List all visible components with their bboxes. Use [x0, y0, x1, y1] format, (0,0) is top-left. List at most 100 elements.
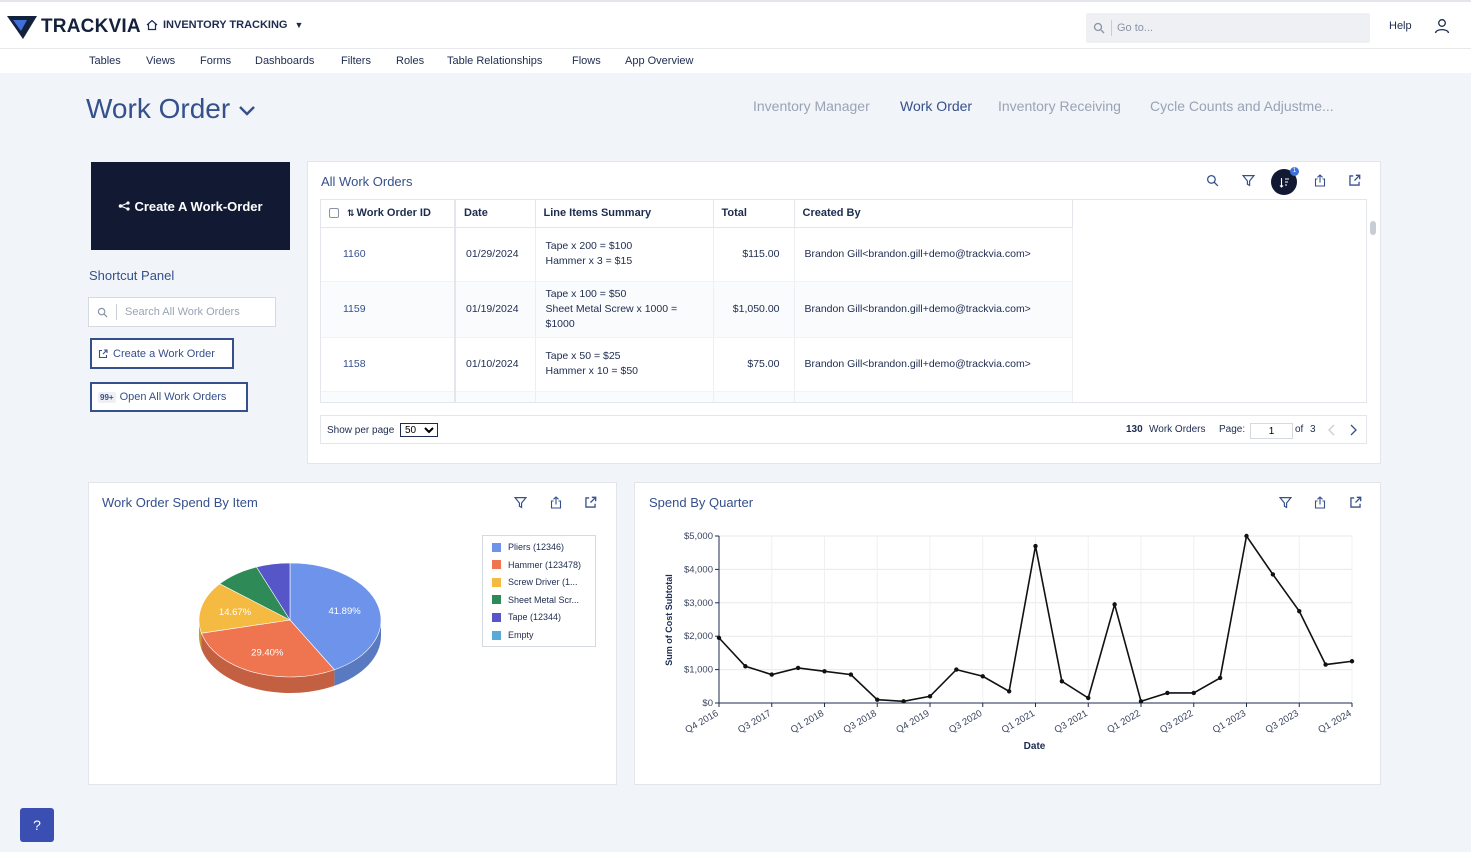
- nav-roles[interactable]: Roles: [396, 55, 425, 67]
- nav-dashboards[interactable]: Dashboards: [255, 55, 315, 67]
- x-tick-label: Q3 2022: [1158, 708, 1195, 736]
- data-point[interactable]: [848, 672, 854, 677]
- data-point[interactable]: [1349, 659, 1355, 664]
- col-created-by[interactable]: Created By: [794, 200, 1073, 228]
- nav-flows[interactable]: Flows: [572, 55, 601, 67]
- col-date[interactable]: Date: [455, 200, 536, 228]
- filter-icon[interactable]: [1242, 174, 1255, 187]
- nav-bar: Tables Views Forms Dashboards Filters Ro…: [0, 49, 1471, 73]
- data-point[interactable]: [1217, 675, 1223, 681]
- legend-swatch: [492, 630, 501, 640]
- trackvia-logo[interactable]: TRACKVIA: [7, 14, 141, 40]
- export-icon[interactable]: [1314, 496, 1326, 509]
- nav-app-overview[interactable]: App Overview: [625, 55, 694, 67]
- filter-icon[interactable]: [514, 496, 527, 509]
- data-point[interactable]: [1270, 572, 1276, 577]
- external-link-icon: [98, 348, 108, 358]
- data-point[interactable]: [1086, 695, 1091, 701]
- table-row[interactable]: [321, 391, 1073, 402]
- pie-slice[interactable]: [201, 619, 335, 678]
- search-work-orders[interactable]: [88, 297, 276, 327]
- open-in-new-icon[interactable]: [1348, 174, 1361, 187]
- col-work-order-id[interactable]: ⇅ Work Order ID: [321, 200, 456, 228]
- legend-label: Screw Driver (1...: [508, 577, 578, 588]
- export-icon[interactable]: [550, 496, 562, 509]
- app-switcher[interactable]: INVENTORY TRACKING ▼: [146, 19, 303, 31]
- goto-input[interactable]: [1117, 22, 1357, 34]
- spend-by-item-title: Work Order Spend By Item: [102, 495, 258, 510]
- export-icon[interactable]: [1314, 174, 1326, 187]
- nav-forms[interactable]: Forms: [200, 55, 232, 67]
- cell-date: 01/10/2024: [455, 337, 536, 392]
- open-in-new-icon[interactable]: [584, 496, 597, 509]
- legend-item[interactable]: Pliers (12346): [492, 542, 564, 552]
- y-tick-label: $2,000: [684, 631, 713, 642]
- data-point[interactable]: [1033, 543, 1038, 549]
- data-point[interactable]: [1112, 602, 1117, 607]
- help-button[interactable]: ?: [20, 808, 54, 842]
- pie-slice[interactable]: [256, 562, 291, 622]
- sort-count-badge: 1: [1290, 167, 1299, 176]
- data-point[interactable]: [1191, 690, 1196, 696]
- legend-item[interactable]: Hammer (123478): [492, 560, 581, 570]
- tab-cycle-counts[interactable]: Cycle Counts and Adjustme...: [1150, 98, 1334, 114]
- data-point[interactable]: [1165, 690, 1170, 696]
- data-point[interactable]: [716, 635, 722, 641]
- work-order-id-link[interactable]: 1160: [321, 227, 456, 282]
- per-page-select[interactable]: 50: [400, 423, 438, 437]
- open-all-work-orders-button[interactable]: 99+ Open All Work Orders: [90, 382, 248, 412]
- user-icon[interactable]: [1434, 18, 1450, 34]
- data-point[interactable]: [822, 669, 827, 674]
- data-point[interactable]: [1244, 533, 1249, 539]
- create-work-order-card[interactable]: Create A Work-Order: [91, 162, 290, 250]
- legend-item[interactable]: Sheet Metal Scr...: [492, 595, 579, 605]
- nav-table-relationships[interactable]: Table Relationships: [447, 55, 543, 67]
- work-order-id-link[interactable]: 1158: [321, 337, 456, 392]
- search-work-orders-input[interactable]: [125, 306, 265, 318]
- data-point[interactable]: [769, 672, 774, 677]
- table-row[interactable]: 1160 01/29/2024 Tape x 200 = $100 Hammer …: [321, 227, 1073, 282]
- legend-item[interactable]: Tape (12344): [492, 612, 561, 622]
- table-row[interactable]: 1158 01/10/2024 Tape x 50 = $25 Hammer x …: [321, 337, 1073, 392]
- nav-filters[interactable]: Filters: [341, 55, 371, 67]
- create-work-order-button[interactable]: Create a Work Order: [90, 338, 234, 369]
- x-tick-label: Q3 2023: [1264, 708, 1301, 736]
- chevron-right-icon[interactable]: [1349, 424, 1357, 436]
- legend-item[interactable]: Empty: [492, 630, 534, 640]
- data-point[interactable]: [1059, 679, 1065, 684]
- data-point[interactable]: [1006, 689, 1012, 694]
- data-point[interactable]: [901, 699, 906, 704]
- cell-total: $75.00: [713, 337, 795, 392]
- data-point[interactable]: [743, 664, 748, 669]
- select-all-checkbox[interactable]: [329, 208, 339, 219]
- data-point[interactable]: [954, 667, 959, 672]
- col-total[interactable]: Total: [713, 200, 795, 228]
- page-number-input[interactable]: [1250, 423, 1293, 439]
- data-point[interactable]: [875, 697, 880, 702]
- col-line-items-summary[interactable]: Line Items Summary: [535, 200, 714, 228]
- pie-slice[interactable]: [289, 562, 382, 671]
- help-link[interactable]: Help: [1389, 20, 1412, 32]
- goto-search[interactable]: [1086, 13, 1370, 43]
- tab-inventory-manager[interactable]: Inventory Manager: [753, 98, 870, 114]
- data-point[interactable]: [1138, 699, 1144, 704]
- tab-inventory-receiving[interactable]: Inventory Receiving: [998, 98, 1121, 114]
- search-icon[interactable]: [1206, 174, 1219, 187]
- work-order-id-link[interactable]: 1159: [321, 281, 456, 338]
- filter-icon[interactable]: [1279, 496, 1292, 509]
- table-row[interactable]: 1159 01/19/2024 Tape x 100 = $50 Sheet Me…: [321, 281, 1073, 338]
- data-point[interactable]: [927, 694, 933, 699]
- nav-tables[interactable]: Tables: [89, 55, 121, 67]
- legend-item[interactable]: Screw Driver (1...: [492, 577, 578, 587]
- data-point[interactable]: [1297, 608, 1302, 614]
- table-scrollbar[interactable]: [1370, 221, 1376, 235]
- pie-slice[interactable]: [198, 583, 291, 634]
- data-point[interactable]: [980, 674, 985, 679]
- data-point[interactable]: [795, 665, 801, 671]
- nav-views[interactable]: Views: [146, 55, 176, 67]
- page-title[interactable]: Work Order: [86, 93, 256, 125]
- data-point[interactable]: [1323, 662, 1328, 667]
- chevron-left-icon[interactable]: [1328, 424, 1336, 436]
- open-in-new-icon[interactable]: [1349, 496, 1362, 509]
- tab-work-order[interactable]: Work Order: [900, 98, 973, 114]
